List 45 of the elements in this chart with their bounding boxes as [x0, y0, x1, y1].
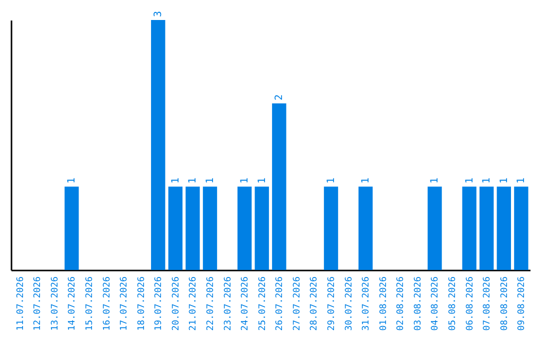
- data-label: 3: [153, 10, 164, 17]
- data-label: 1: [170, 178, 182, 184]
- x-tick-label: 22.07.2026: [206, 276, 216, 331]
- data-label: 1: [498, 178, 510, 184]
- x-tick-label: 16.07.2026: [102, 276, 112, 331]
- x-tick-label: 19.07.2026: [154, 276, 164, 331]
- x-tick-label: 26.07.2026: [275, 276, 286, 331]
- x-tick-label: 03.08.2026: [413, 276, 424, 331]
- x-tick-label: 23.07.2026: [223, 276, 234, 331]
- data-label: 2: [274, 94, 286, 100]
- data-label: 1: [66, 178, 78, 184]
- data-label: 1: [360, 178, 372, 184]
- x-tick-label: 24.07.2026: [240, 276, 251, 331]
- data-label: 1: [516, 178, 528, 184]
- data-label: 1: [240, 178, 251, 184]
- x-tick-label: 04.08.2026: [430, 276, 441, 331]
- data-label: 1: [204, 178, 216, 184]
- x-tick-label: 25.07.2026: [258, 276, 268, 331]
- x-tick-label: 30.07.2026: [344, 276, 354, 331]
- x-tick-label: 21.07.2026: [188, 276, 199, 331]
- data-label: 1: [326, 178, 338, 184]
- x-tick-label: 07.08.2026: [482, 276, 493, 331]
- x-tick-label: 05.08.2026: [448, 276, 458, 331]
- x-tick-label: 02.08.2026: [396, 276, 406, 331]
- x-tick-label: 28.07.2026: [310, 276, 320, 331]
- x-tick-label: 08.08.2026: [500, 276, 510, 331]
- x-tick-label: 06.08.2026: [465, 276, 476, 331]
- x-tick-label: 31.07.2026: [362, 276, 372, 331]
- data-label: 1: [464, 178, 476, 184]
- data-label: 1: [188, 178, 199, 184]
- data-label: 1: [430, 178, 441, 184]
- data-label: 1: [482, 178, 493, 184]
- x-tick-label: 11.07.2026: [16, 276, 26, 331]
- data-label: 1: [256, 178, 268, 184]
- x-tick-label: 20.07.2026: [171, 276, 182, 331]
- x-tick-label: 12.07.2026: [33, 276, 44, 331]
- x-tick-label: 29.07.2026: [327, 276, 338, 331]
- x-tick-label: 15.07.2026: [84, 276, 95, 331]
- x-tick-label: 13.07.2026: [50, 276, 60, 331]
- x-tick-label: 27.07.2026: [292, 276, 302, 331]
- x-tick-label: 14.07.2026: [68, 276, 78, 331]
- x-tick-label: 01.08.2026: [378, 276, 389, 331]
- x-tick-label: 09.08.2026: [517, 276, 528, 331]
- x-tick-label: 17.07.2026: [120, 276, 130, 331]
- x-tick-label: 18.07.2026: [136, 276, 147, 331]
